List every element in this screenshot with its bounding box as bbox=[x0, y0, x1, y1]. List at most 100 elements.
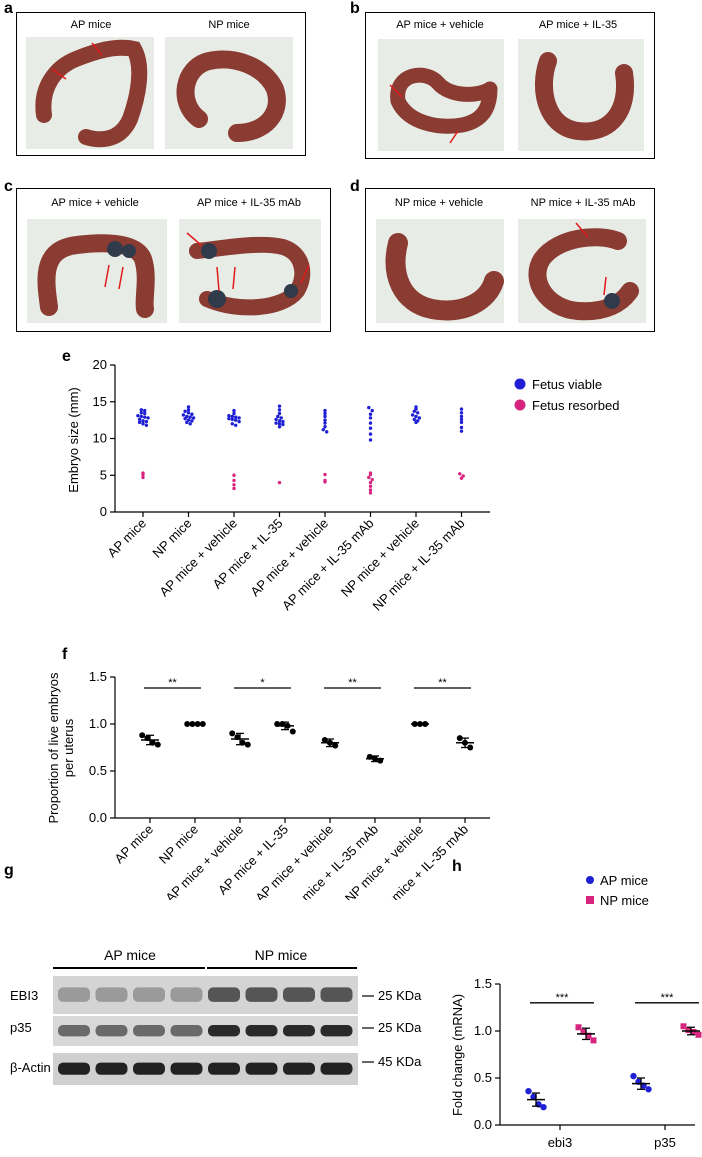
data-point bbox=[232, 483, 236, 487]
legend-label: Fetus resorbed bbox=[532, 398, 619, 413]
data-point bbox=[680, 1023, 687, 1030]
data-point bbox=[368, 412, 373, 416]
blot-band bbox=[95, 987, 128, 1002]
data-point bbox=[525, 1087, 532, 1095]
data-point bbox=[190, 419, 194, 423]
data-point bbox=[230, 422, 234, 426]
data-point bbox=[186, 405, 191, 409]
data-point bbox=[274, 421, 278, 425]
data-point bbox=[459, 414, 464, 419]
blot-band bbox=[170, 1025, 203, 1037]
blot-band bbox=[245, 987, 278, 1002]
significance-label: *** bbox=[556, 992, 570, 1004]
caption-c-2: AP mice + IL-35 mAb bbox=[196, 197, 302, 209]
data-point bbox=[186, 408, 191, 412]
uterus-photo-np bbox=[165, 37, 293, 149]
legend-label: Fetus viable bbox=[532, 377, 602, 392]
blot-band bbox=[320, 1025, 353, 1037]
caption-c-1: AP mice + vehicle bbox=[51, 197, 139, 209]
western-blot-g: AP mice NP mice EBI3 25 KDa p35 25 KDa β-Actin… bbox=[10, 947, 422, 1085]
group-label-np: NP mice bbox=[255, 947, 308, 963]
data-point bbox=[139, 732, 146, 739]
data-point bbox=[229, 730, 236, 737]
blot-band bbox=[95, 1062, 128, 1075]
data-point bbox=[227, 416, 231, 421]
data-point bbox=[186, 418, 191, 422]
data-point bbox=[580, 1028, 587, 1035]
data-point bbox=[190, 412, 194, 416]
x-tick-label: ebi3 bbox=[548, 1135, 573, 1150]
blot-band bbox=[58, 987, 90, 1002]
data-point bbox=[685, 1027, 692, 1034]
panel-label-g: g bbox=[4, 862, 14, 879]
legend-marker bbox=[586, 876, 594, 884]
arrow-icon bbox=[186, 232, 202, 246]
y-tick-label: 15 bbox=[93, 394, 107, 409]
data-point bbox=[230, 414, 234, 419]
uterus-image bbox=[385, 233, 504, 321]
uterus-photo-ap-mab bbox=[179, 219, 321, 323]
data-point bbox=[325, 430, 329, 434]
data-point bbox=[277, 480, 282, 485]
data-point bbox=[277, 419, 282, 423]
y-axis-label: Embryo size (mm) bbox=[66, 387, 81, 492]
legend-label: AP mice bbox=[600, 873, 648, 888]
data-point bbox=[412, 409, 416, 414]
data-point bbox=[289, 728, 296, 735]
caption-d-2: NP mice + IL-35 mAb bbox=[530, 197, 636, 209]
data-point bbox=[323, 478, 327, 483]
significance-label: ** bbox=[168, 677, 177, 689]
photo-panel-c: AP mice + vehicle AP mice + IL-35 mAb bbox=[16, 188, 331, 332]
data-point bbox=[234, 418, 238, 422]
blot-band bbox=[245, 1025, 278, 1037]
data-point bbox=[323, 425, 327, 429]
significance-label: *** bbox=[661, 992, 675, 1004]
arrow-icon bbox=[575, 222, 589, 238]
blot-band bbox=[58, 1025, 90, 1037]
data-point bbox=[188, 422, 192, 426]
data-point bbox=[186, 411, 191, 415]
data-point bbox=[281, 419, 285, 424]
caption-a-1: AP mice bbox=[70, 19, 112, 31]
blot-band bbox=[58, 1062, 90, 1075]
data-point bbox=[585, 1032, 592, 1039]
data-point bbox=[368, 426, 373, 430]
y-tick-label: 1.5 bbox=[89, 669, 107, 684]
data-point bbox=[139, 408, 143, 412]
data-point bbox=[370, 408, 374, 413]
blot-row-label: β-Actin bbox=[10, 1060, 51, 1075]
legend-marker bbox=[586, 896, 594, 904]
significance-label: * bbox=[260, 677, 265, 689]
panel-label-b: b bbox=[350, 0, 360, 17]
data-point bbox=[417, 416, 422, 420]
data-point bbox=[139, 411, 143, 415]
uterus-photo-ap-vehicle bbox=[378, 39, 504, 151]
legend-marker bbox=[514, 378, 526, 390]
data-point bbox=[143, 415, 147, 419]
data-point bbox=[368, 480, 373, 485]
data-point bbox=[412, 417, 416, 422]
data-point bbox=[459, 407, 464, 411]
photo-panel-b: AP mice + vehicle AP mice + IL-35 bbox=[365, 12, 655, 159]
data-point bbox=[234, 415, 238, 419]
blot-band bbox=[170, 987, 203, 1002]
photo-panel-a: AP mice NP mice bbox=[16, 12, 306, 156]
data-point bbox=[139, 414, 143, 419]
panel-label-d: d bbox=[350, 178, 360, 195]
panel-label-f: f bbox=[62, 646, 68, 663]
y-tick-label: 0.5 bbox=[89, 763, 107, 778]
y-tick-label: 10 bbox=[93, 431, 107, 446]
data-point bbox=[141, 475, 145, 480]
data-point bbox=[575, 1024, 582, 1031]
data-point bbox=[188, 415, 192, 419]
data-point bbox=[141, 419, 145, 423]
data-point bbox=[467, 744, 474, 751]
uterus-image bbox=[534, 52, 634, 141]
arrow-icon bbox=[51, 68, 67, 80]
data-point bbox=[279, 416, 283, 420]
data-point bbox=[141, 422, 145, 426]
y-axis-label: Fold change (mRNA) bbox=[450, 994, 465, 1116]
data-point bbox=[645, 1086, 652, 1093]
data-point bbox=[281, 422, 285, 427]
